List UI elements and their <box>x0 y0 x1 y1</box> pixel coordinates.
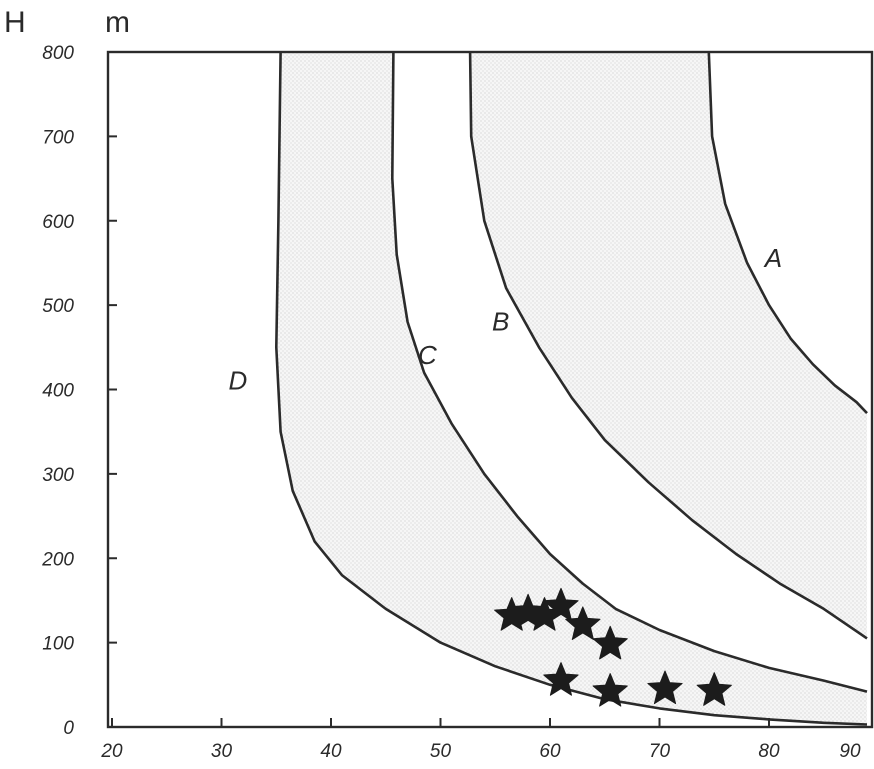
x-tick-label-60: 60 <box>539 741 561 762</box>
x-tick-label-90: 90 <box>839 741 861 762</box>
curve-label-D: D <box>229 366 248 396</box>
x-tick-label-50: 50 <box>430 741 452 762</box>
x-tick-label-40: 40 <box>320 741 342 762</box>
y-tick-label-600: 600 <box>42 212 74 233</box>
curve-label-A: A <box>763 243 782 273</box>
y-axis: 0 100 200 300 400 500 600 700 800 <box>41 43 117 739</box>
x-tick-label-80: 80 <box>758 741 780 762</box>
y-tick-label-0: 0 <box>63 718 74 739</box>
x-tick-label-20: 20 <box>100 741 123 762</box>
y-tick-label-700: 700 <box>42 127 74 148</box>
x-tick-label-70: 70 <box>649 741 671 762</box>
x-tick-label-30: 30 <box>211 741 233 762</box>
x-axis: 20 30 40 50 60 70 80 90 <box>100 718 874 762</box>
y-tick-label-300: 300 <box>42 465 74 486</box>
y-axis-label: H <box>4 6 26 39</box>
y-tick-label-500: 500 <box>42 296 74 317</box>
y-tick-label-200: 200 <box>41 549 74 570</box>
y-tick-label-800: 800 <box>42 43 74 64</box>
y-tick-label-400: 400 <box>42 381 74 402</box>
y-axis-unit: m <box>105 6 130 39</box>
curve-label-B: B <box>492 306 509 336</box>
curve-label-C: C <box>418 340 437 370</box>
y-tick-label-100: 100 <box>42 634 74 655</box>
